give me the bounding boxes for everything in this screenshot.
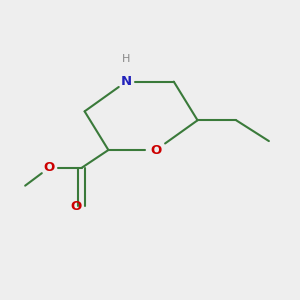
Text: O: O bbox=[70, 200, 81, 213]
Text: O: O bbox=[43, 161, 55, 174]
Text: H: H bbox=[122, 54, 130, 64]
Text: N: N bbox=[121, 75, 132, 88]
Text: O: O bbox=[150, 143, 162, 157]
